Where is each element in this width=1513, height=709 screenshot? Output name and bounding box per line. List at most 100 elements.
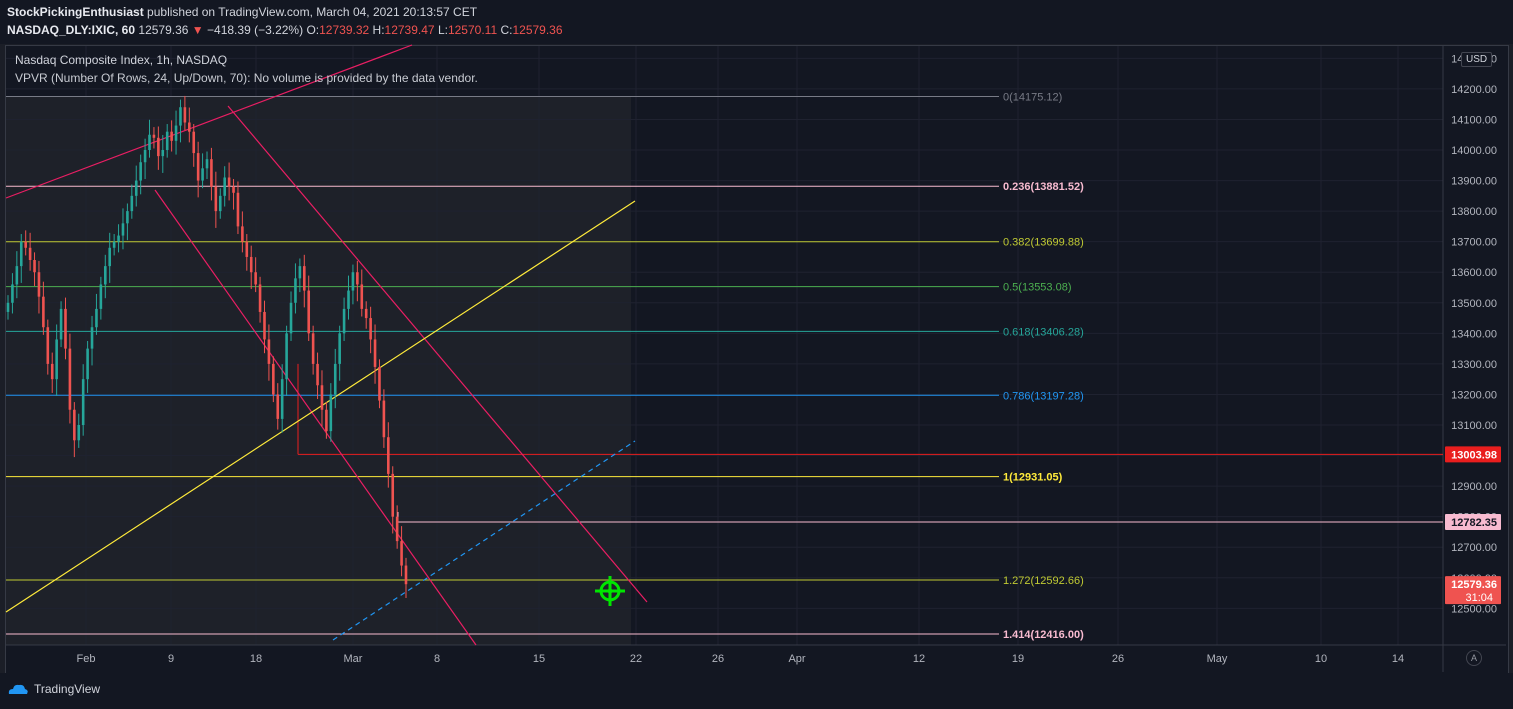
candle-body xyxy=(298,266,302,279)
footer-bar xyxy=(0,673,1513,709)
tradingview-logo[interactable]: TradingView xyxy=(7,682,100,696)
candle-body xyxy=(232,186,235,193)
y-tick-label: 12500.00 xyxy=(1451,603,1497,615)
publish-header xyxy=(0,0,1513,44)
y-tick-label: 13800.00 xyxy=(1451,206,1497,218)
candle-body xyxy=(236,192,240,227)
target-crosshair-icon xyxy=(595,576,625,606)
candle-body xyxy=(333,363,337,395)
candle-body xyxy=(73,409,76,441)
candle-body xyxy=(68,348,72,410)
x-tick-label: Mar xyxy=(344,653,363,665)
x-tick-label: 8 xyxy=(434,653,440,665)
candle-body xyxy=(139,162,142,181)
upper-trendline xyxy=(5,44,413,199)
x-tick-label: Apr xyxy=(788,653,805,665)
candle-body xyxy=(351,272,355,291)
close-value: 12579.36 xyxy=(512,23,563,37)
x-tick-label: 15 xyxy=(533,653,545,665)
candle-body xyxy=(254,272,257,285)
candle-body xyxy=(400,541,403,566)
author-name[interactable]: StockPickingEnthusiast xyxy=(7,5,144,19)
candle-body xyxy=(382,400,386,438)
candle-body xyxy=(170,131,173,141)
candle-body xyxy=(11,284,14,303)
candle-body xyxy=(165,131,169,151)
candle-body xyxy=(188,122,191,132)
candle-body xyxy=(6,302,10,312)
candle-body xyxy=(112,241,116,248)
candle-body xyxy=(258,284,262,312)
candle-body xyxy=(157,137,160,157)
fib-level-label: 0.236(13881.52) xyxy=(1003,181,1084,193)
candle-body xyxy=(267,339,271,364)
candle-body xyxy=(64,308,67,349)
candle-body xyxy=(364,308,368,319)
candle-body xyxy=(347,290,350,309)
candle-body xyxy=(121,223,125,236)
last-price: 12579.36 xyxy=(138,23,189,37)
fib-level-label: 0.5(13553.08) xyxy=(1003,282,1072,294)
candle-body xyxy=(77,425,81,441)
axis-price-badge xyxy=(1445,514,1501,531)
y-tick-label: 12700.00 xyxy=(1451,542,1497,554)
candle-body xyxy=(183,107,187,123)
candle-body xyxy=(378,366,381,401)
axis-countdown-label: 31:04 xyxy=(1465,592,1493,604)
candle-body xyxy=(218,195,222,212)
candle-body xyxy=(99,284,103,309)
down-arrow-icon: ▼ xyxy=(191,23,204,37)
x-tick-label: 12 xyxy=(913,653,925,665)
y-tick-label: 12900.00 xyxy=(1451,481,1497,493)
axis-price-badge xyxy=(1445,576,1501,605)
y-tick-label: 14100.00 xyxy=(1451,114,1497,126)
indicator-legend: VPVR (Number Of Rows, 24, Up/Down, 70): … xyxy=(15,71,478,85)
candle-body xyxy=(174,125,178,141)
candle-body xyxy=(33,260,36,273)
brand-name: TradingView xyxy=(34,682,101,696)
open-label: O: xyxy=(306,23,320,37)
y-tick-label: 13400.00 xyxy=(1451,328,1497,340)
candle-body xyxy=(285,333,288,380)
y-tick-label: 14200.00 xyxy=(1451,84,1497,96)
currency-label[interactable]: USD xyxy=(1461,52,1493,67)
fib-level-label: 0(14175.12) xyxy=(1003,92,1062,104)
candle-body xyxy=(81,379,85,426)
high-label: H: xyxy=(372,23,385,37)
candle-body xyxy=(311,333,315,364)
candle-body xyxy=(294,278,297,303)
fib-level-label: 1.414(12416.00) xyxy=(1003,629,1084,641)
x-tick-label: 10 xyxy=(1315,653,1327,665)
candle-body xyxy=(86,348,89,380)
fib-level-label: 0.382(13699.88) xyxy=(1003,237,1084,249)
candle-body xyxy=(19,241,23,267)
candle-body xyxy=(210,159,213,187)
symbol-label: NASDAQ_DLY:IXIC, 60 xyxy=(7,23,136,37)
axis-price-badge xyxy=(1445,446,1501,463)
candle-body xyxy=(103,266,107,285)
candle-body xyxy=(280,379,284,419)
candle-body xyxy=(395,516,399,542)
y-tick-label: 13100.00 xyxy=(1451,420,1497,432)
target-dot xyxy=(607,588,613,594)
candle-body xyxy=(276,394,280,419)
publish-info: StockPickingEnthusiast published on Trad… xyxy=(7,5,477,19)
auto-scale-button[interactable]: A xyxy=(1466,650,1482,666)
channel-upper-line xyxy=(227,105,648,603)
candle-body xyxy=(192,131,196,154)
candle-body xyxy=(249,256,253,273)
x-tick-label: 26 xyxy=(712,653,724,665)
open-value: 12739.32 xyxy=(319,23,370,37)
dashed-projection-line xyxy=(332,440,636,641)
candle-body xyxy=(373,339,377,367)
low-value: 12570.11 xyxy=(447,23,498,37)
candle-body xyxy=(130,195,134,212)
candle-body xyxy=(134,180,138,196)
y-tick-label: 13700.00 xyxy=(1451,237,1497,249)
x-tick-label: 9 xyxy=(168,653,174,665)
candle-body xyxy=(90,327,94,349)
y-tick-label: 14000.00 xyxy=(1451,145,1497,157)
candle-body xyxy=(320,385,324,410)
candle-body xyxy=(316,363,319,386)
